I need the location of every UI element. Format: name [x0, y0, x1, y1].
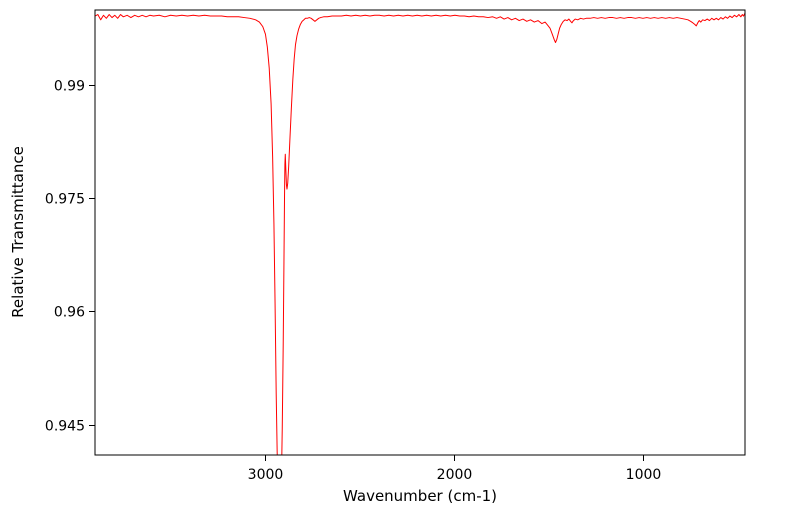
y-tick-label: 0.975 [45, 192, 85, 208]
x-tick-label: 2000 [437, 467, 473, 483]
x-tick-label: 1000 [626, 467, 662, 483]
y-axis-title: Relative Transmittance [9, 146, 27, 318]
x-tick-label: 3000 [248, 467, 284, 483]
plot-frame [94, 9, 746, 456]
y-tick-label: 0.99 [54, 79, 85, 95]
y-tick-label: 0.96 [54, 305, 85, 321]
y-tick-label: 0.945 [45, 419, 85, 435]
x-axis-title: Wavenumber (cm-1) [343, 487, 497, 505]
plot-area [95, 10, 745, 455]
spectrum-line [95, 13, 745, 455]
